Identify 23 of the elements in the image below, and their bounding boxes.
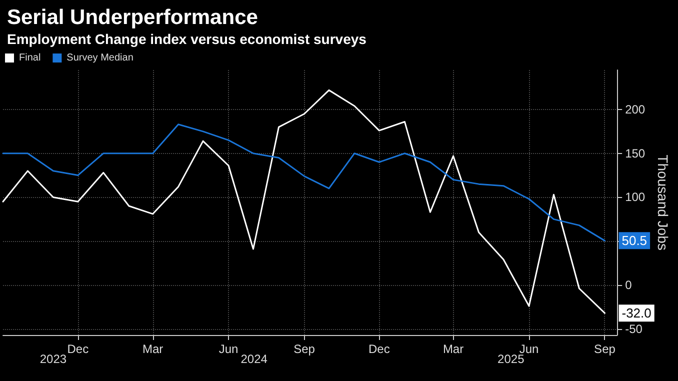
y-tick-label: 0 xyxy=(625,278,632,292)
x-tick-label: Dec xyxy=(67,342,89,356)
y-tick-label: 200 xyxy=(625,102,646,116)
line-series xyxy=(2,124,606,242)
x-tick-label: Dec xyxy=(368,342,390,356)
x-tick-label: Sep xyxy=(294,342,316,356)
chart-subtitle: Employment Change index versus economist surveys xyxy=(7,31,367,47)
text: 2023 xyxy=(40,352,67,366)
chart-title: Serial Underperformance xyxy=(7,6,258,29)
x-tick-label: Mar xyxy=(442,342,464,356)
data-label: -32.0 xyxy=(622,306,652,321)
y-tick-label: -50 xyxy=(625,322,643,336)
legend-label: Final xyxy=(19,52,41,64)
data-label: 50.5 xyxy=(622,233,648,248)
x-tick-label: Jun xyxy=(218,342,238,356)
legend-label: Survey Median xyxy=(66,52,134,64)
y-axis-title: Thousand Jobs xyxy=(655,154,671,250)
x-tick-label: Mar xyxy=(142,342,164,356)
x-tick-label: Sep xyxy=(594,342,616,356)
y-tick-label: 150 xyxy=(625,146,646,160)
text: 2024 xyxy=(240,352,268,366)
line-series xyxy=(2,89,606,314)
y-tick-label: 100 xyxy=(625,190,646,204)
